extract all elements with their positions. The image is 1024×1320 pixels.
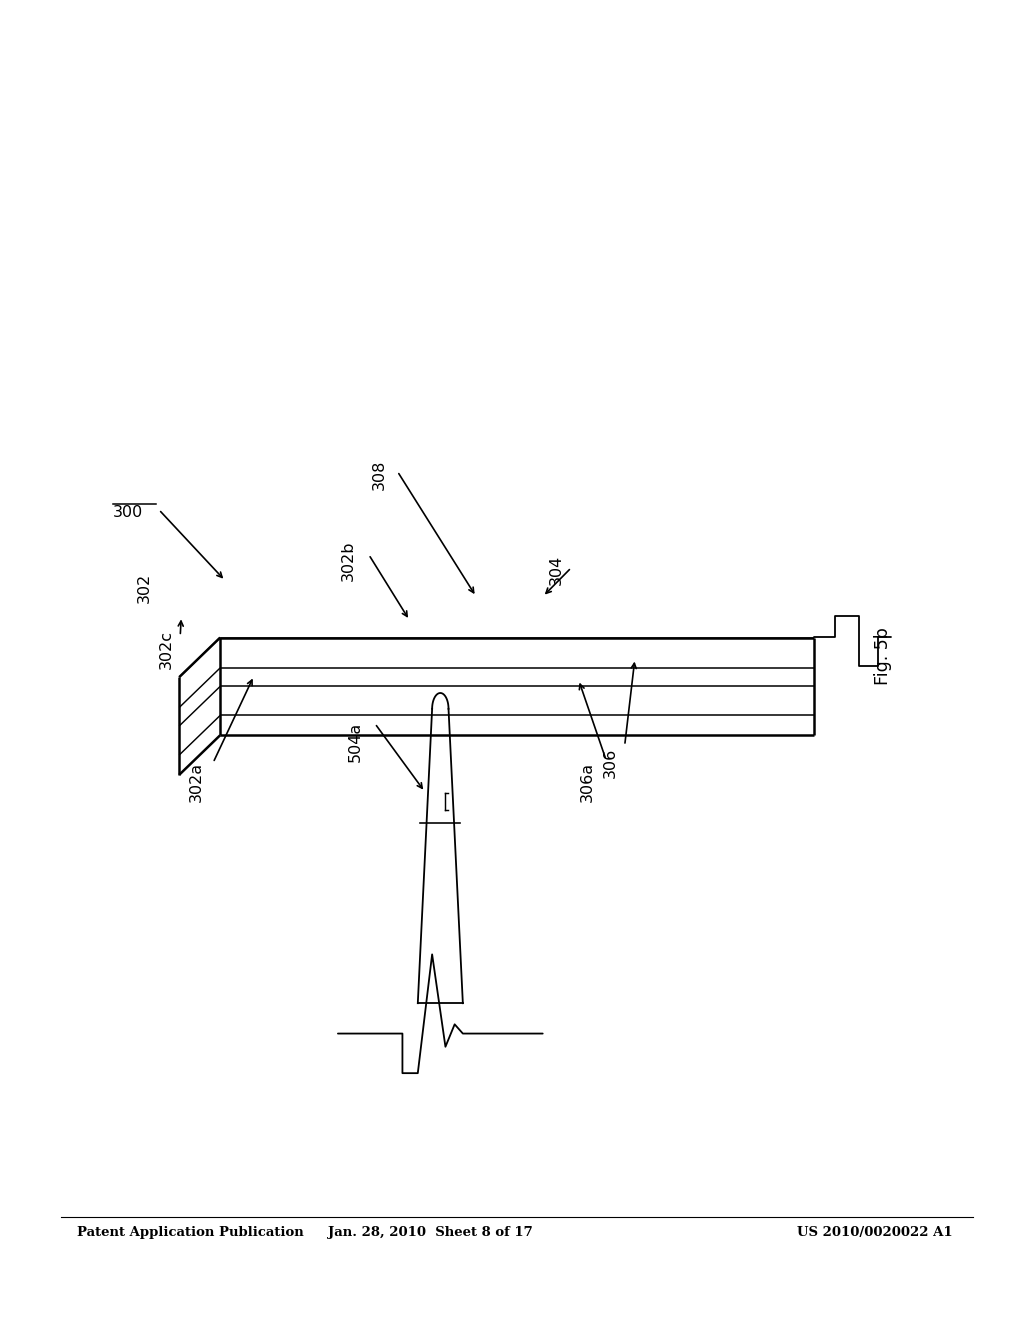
Text: Jan. 28, 2010  Sheet 8 of 17: Jan. 28, 2010 Sheet 8 of 17 xyxy=(328,1226,532,1239)
Text: 300: 300 xyxy=(113,504,143,520)
Text: 302b: 302b xyxy=(341,541,355,581)
Text: 302c: 302c xyxy=(159,630,173,669)
Text: 302a: 302a xyxy=(189,762,204,801)
Text: 304: 304 xyxy=(549,556,563,585)
Text: Fig. 5b: Fig. 5b xyxy=(873,627,892,685)
Text: US 2010/0020022 A1: US 2010/0020022 A1 xyxy=(797,1226,952,1239)
Text: 306: 306 xyxy=(603,748,617,777)
Text: 306a: 306a xyxy=(581,762,595,801)
Text: 504a: 504a xyxy=(348,722,362,762)
Text: Patent Application Publication: Patent Application Publication xyxy=(77,1226,303,1239)
Text: 302: 302 xyxy=(137,573,152,602)
Text: 308: 308 xyxy=(372,459,386,491)
